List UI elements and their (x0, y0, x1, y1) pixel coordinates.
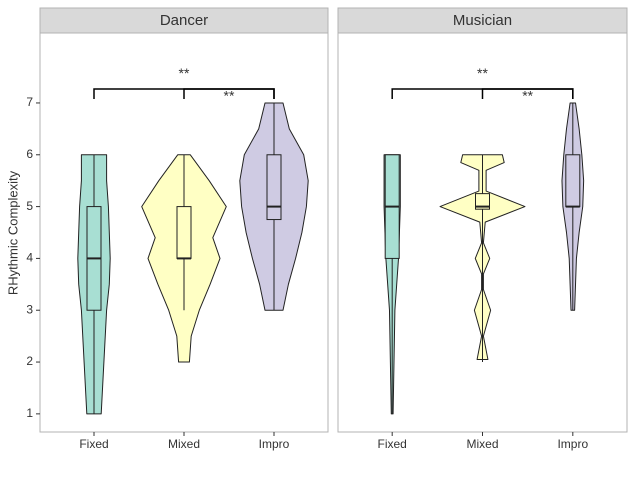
x-tick-label: Fixed (79, 437, 108, 451)
y-tick-label: 5 (26, 199, 33, 213)
strip (337, 7, 628, 34)
x-tick-label: Impro (557, 437, 588, 451)
significance-label: ** (522, 87, 533, 103)
x-tick-label: Mixed (168, 437, 200, 451)
y-tick-label: 3 (26, 302, 33, 316)
bracket (481, 88, 574, 99)
x-tick-label: Fixed (378, 437, 407, 451)
box (176, 206, 192, 259)
strip (39, 7, 329, 34)
x-tick-label: Mixed (466, 437, 498, 451)
x-tick-label: Impro (259, 437, 290, 451)
significance-label: ** (224, 87, 235, 103)
y-tick-label: 6 (26, 147, 33, 161)
box (565, 154, 581, 208)
box (475, 193, 490, 210)
significance-label: ** (477, 65, 488, 81)
y-axis-label: RHythmic Complexity (5, 170, 20, 295)
strip-title: Dancer (160, 12, 208, 29)
box (266, 154, 282, 221)
y-tick-label: 2 (26, 354, 33, 368)
bracket (183, 88, 275, 99)
significance-label: ** (179, 65, 190, 81)
y-tick-label: 1 (26, 406, 33, 420)
y-tick-label: 7 (26, 95, 33, 109)
y-tick-label: 4 (26, 251, 33, 265)
strip-title: Musician (453, 12, 512, 29)
